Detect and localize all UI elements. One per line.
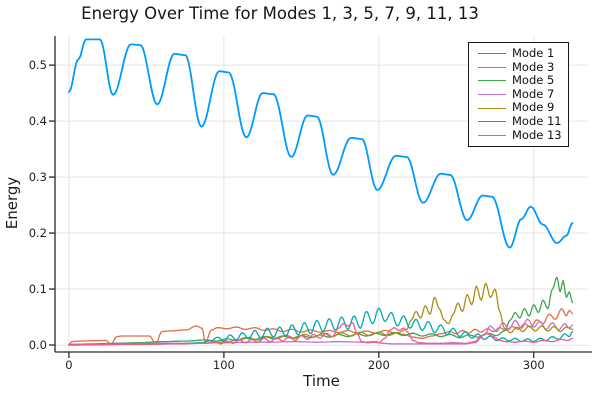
- y-tick-label: 0.2: [28, 226, 47, 241]
- y-tick-label: 0.1: [28, 282, 47, 297]
- legend-line-swatch: [478, 134, 506, 136]
- legend-label: Mode 7: [512, 86, 555, 101]
- legend-entry: Mode 3: [469, 59, 568, 75]
- x-tick-label: 200: [367, 358, 390, 372]
- data-series: [68, 38, 574, 346]
- legend-entry: Mode 13: [469, 127, 568, 143]
- x-axis-label: Time: [303, 372, 340, 390]
- legend-label: Mode 9: [512, 100, 555, 115]
- legend-label: Mode 5: [512, 73, 555, 88]
- y-tick-label: 0.0: [28, 338, 47, 352]
- legend-line-swatch: [478, 107, 506, 109]
- y-tick-label: 0.3: [28, 170, 47, 185]
- series-line-mode-1: [68, 38, 574, 249]
- chart-title: Energy Over Time for Modes 1, 3, 5, 7, 9…: [81, 4, 479, 23]
- series-line-mode-13: [68, 321, 574, 346]
- legend-label: Mode 11: [512, 113, 562, 128]
- legend-entry: Mode 5: [469, 74, 568, 88]
- legend-line-swatch: [478, 121, 506, 123]
- legend-line-swatch: [478, 66, 506, 68]
- legend-line-swatch: [478, 94, 506, 96]
- series-line-mode-5: [68, 276, 574, 346]
- legend-label: Mode 1: [512, 46, 555, 60]
- legend-entry: Mode 1: [469, 46, 568, 61]
- legend-label: Mode 13: [512, 127, 562, 142]
- legend-entry: Mode 7: [469, 86, 568, 102]
- y-tick-label: 0.4: [28, 114, 47, 129]
- x-tick-label: 100: [212, 358, 235, 372]
- legend-entry: Mode 9: [469, 101, 568, 115]
- legend-line-swatch: [478, 53, 506, 55]
- legend-box: Mode 1 Mode 3 Mode 5 Mode 7 Mode 9 Mode 11 Mod…: [468, 42, 569, 148]
- y-axis-label: Energy: [3, 176, 21, 230]
- legend-label: Mode 3: [512, 59, 555, 74]
- axis-spines: [54, 36, 592, 353]
- x-tick-label: 0: [65, 358, 73, 372]
- axis-ticks: [49, 64, 535, 358]
- x-tick-label: 300: [522, 358, 545, 372]
- grid-lines: [55, 36, 588, 352]
- legend-entry: Mode 11: [469, 113, 568, 129]
- y-tick-label: 0.5: [28, 58, 47, 73]
- legend-line-swatch: [478, 80, 506, 82]
